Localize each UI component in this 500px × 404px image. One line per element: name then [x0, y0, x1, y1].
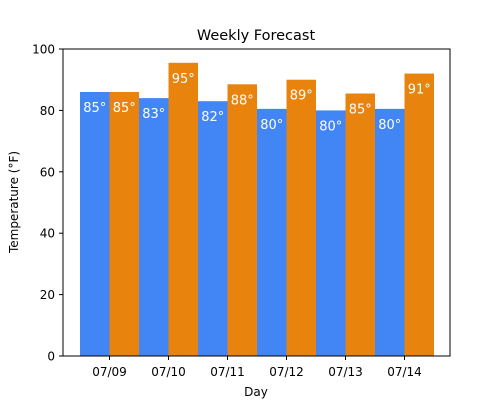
- x-axis-label: Day: [244, 385, 268, 399]
- y-tick-label: 0: [47, 350, 55, 364]
- y-tick-label: 80: [40, 104, 55, 118]
- bar-value-label: 85°: [113, 101, 136, 116]
- bar-07/10-series-2: [169, 63, 199, 356]
- bar-value-label: 89°: [290, 89, 313, 104]
- bar-07/09-series-1: [80, 92, 110, 356]
- bar-value-label: 80°: [378, 118, 401, 133]
- bar-07/12-series-1: [257, 109, 287, 356]
- bar-07/14-series-1: [375, 109, 405, 356]
- bar-07/10-series-1: [139, 98, 169, 356]
- x-tick-label: 07/11: [210, 365, 245, 379]
- bar-value-label: 83°: [142, 107, 165, 122]
- bar-07/12-series-2: [287, 80, 317, 356]
- bar-value-label: 85°: [83, 101, 106, 116]
- bar-value-label: 95°: [172, 72, 195, 87]
- bar-07/11-series-1: [198, 101, 228, 356]
- chart-title: Weekly Forecast: [197, 28, 316, 44]
- y-tick-label: 40: [40, 227, 55, 241]
- y-axis-label: Temperature (°F): [7, 151, 21, 254]
- y-axis: 0 20 40 60 80 100: [32, 43, 63, 364]
- x-tick-label: 07/13: [328, 365, 363, 379]
- x-tick-label: 07/14: [387, 365, 422, 379]
- bar-value-label: 82°: [201, 110, 224, 125]
- bar-07/09-series-2: [110, 92, 140, 356]
- x-tick-label: 07/09: [92, 365, 127, 379]
- bar-07/14-series-2: [405, 74, 435, 356]
- bar-value-label: 91°: [408, 83, 431, 98]
- bar-07/13-series-1: [316, 110, 346, 356]
- bar-value-label: 88°: [231, 93, 254, 108]
- x-axis: 07/09 07/10 07/11 07/12 07/13 07/14: [92, 356, 422, 379]
- x-tick-label: 07/10: [151, 365, 186, 379]
- y-tick-label: 20: [40, 288, 55, 302]
- bar-value-label: 85°: [349, 103, 372, 118]
- y-tick-label: 100: [32, 43, 55, 57]
- bar-value-label: 80°: [260, 118, 283, 133]
- bar-value-label: 80°: [319, 119, 342, 134]
- y-tick-label: 60: [40, 165, 55, 179]
- x-tick-label: 07/12: [269, 365, 304, 379]
- bar-07/11-series-2: [228, 84, 258, 356]
- bar-07/13-series-2: [346, 94, 376, 356]
